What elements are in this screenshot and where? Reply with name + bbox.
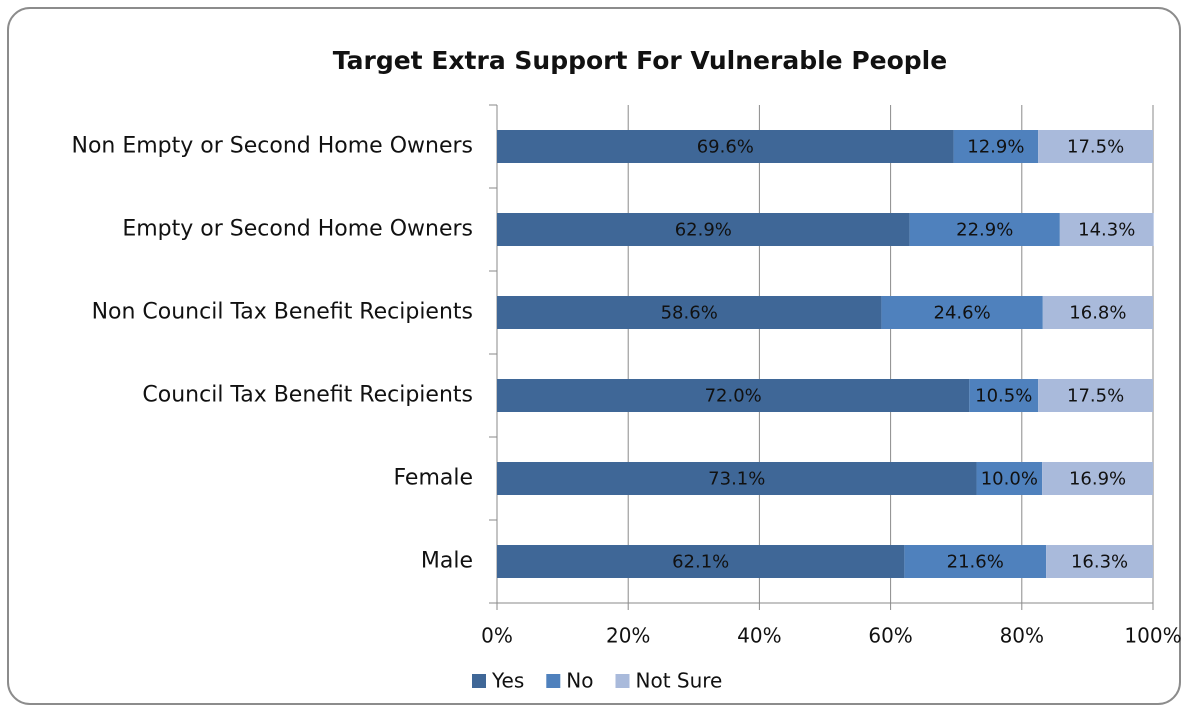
x-tick-label: 20% (606, 624, 650, 648)
bar-segment (1059, 213, 1154, 246)
x-tick-label: 100% (1124, 624, 1181, 648)
bar-segment (1042, 462, 1153, 495)
bar-segment (497, 130, 954, 163)
data-label: 62.1% (672, 552, 729, 573)
chart-border (7, 7, 1181, 705)
data-label: 22.9% (956, 220, 1013, 241)
legend-label: No (566, 669, 593, 693)
data-label: 17.5% (1067, 386, 1124, 407)
legend-swatch (546, 674, 561, 688)
data-label: 14.3% (1078, 220, 1135, 241)
bar-segment (497, 213, 910, 246)
data-label: 16.3% (1071, 552, 1128, 573)
data-label: 24.6% (934, 303, 991, 324)
bar-segment (1038, 379, 1153, 412)
bar-segment (909, 213, 1060, 246)
data-label: 10.0% (981, 469, 1038, 490)
bar-segment (1038, 130, 1153, 163)
data-label: 16.9% (1069, 469, 1126, 490)
x-tick-label: 80% (1000, 624, 1044, 648)
bar-segment (497, 545, 905, 578)
bar-segment (497, 462, 977, 495)
legend-swatch (615, 674, 630, 688)
bar-segment (1042, 296, 1153, 329)
legend-label: Yes (491, 669, 524, 693)
y-tick-label: Council Tax Benefit Recipients (142, 383, 473, 408)
bar-segment (881, 296, 1043, 329)
bar-segment (976, 462, 1043, 495)
x-tick-label: 40% (737, 624, 781, 648)
data-label: 69.6% (697, 137, 754, 158)
bar-segment (497, 379, 970, 412)
x-tick-label: 0% (481, 624, 513, 648)
data-label: 73.1% (708, 469, 765, 490)
y-tick-label: Non Council Tax Benefit Recipients (92, 300, 473, 325)
y-tick-label: Male (421, 549, 473, 574)
y-tick-label: Non Empty or Second Home Owners (72, 134, 474, 159)
data-label: 72.0% (705, 386, 762, 407)
data-label: 21.6% (947, 552, 1004, 573)
data-label: 58.6% (661, 303, 718, 324)
data-label: 10.5% (975, 386, 1032, 407)
bar-segment (953, 130, 1039, 163)
data-label: 16.8% (1069, 303, 1126, 324)
bar-segment (497, 296, 882, 329)
bar-segment (904, 545, 1047, 578)
bar-segment (1046, 545, 1153, 578)
y-tick-label: Empty or Second Home Owners (122, 217, 473, 242)
data-label: 17.5% (1067, 137, 1124, 158)
chart-title: Target Extra Support For Vulnerable Peop… (333, 46, 947, 75)
y-tick-label: Female (393, 466, 473, 491)
legend-swatch (472, 674, 486, 688)
legend-label: Not Sure (636, 669, 723, 693)
x-tick-label: 60% (868, 624, 912, 648)
data-label: 62.9% (675, 220, 732, 241)
bar-segment (969, 379, 1039, 412)
data-label: 12.9% (967, 137, 1024, 158)
